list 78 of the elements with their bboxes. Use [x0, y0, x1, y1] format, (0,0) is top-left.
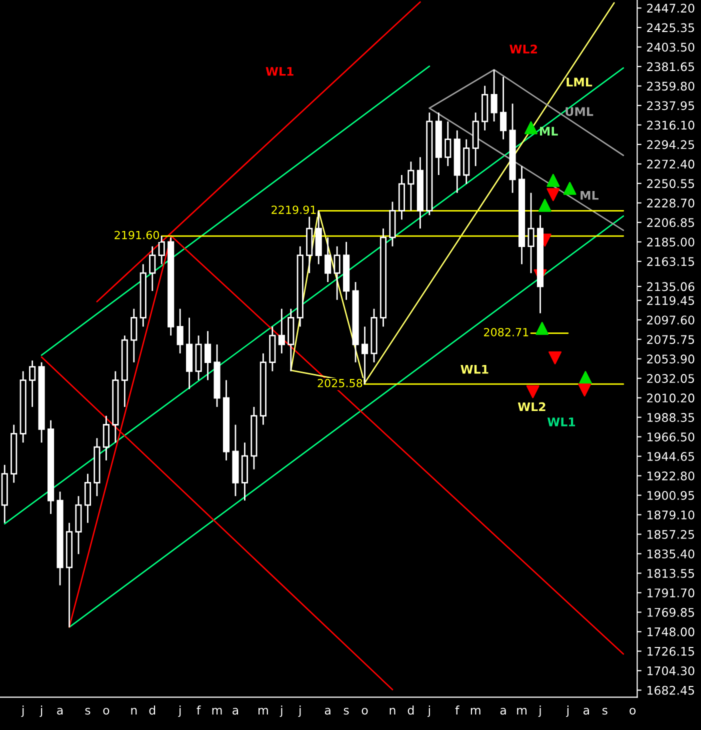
x-tick-label: s — [344, 708, 349, 715]
annotation: WL1 — [460, 364, 488, 374]
y-tick-label: 2163.15 — [647, 257, 694, 266]
y-tick-label: 2272.40 — [647, 160, 694, 169]
y-tick-label: 1966.50 — [648, 432, 694, 442]
y-tick-label: 2228.70 — [647, 198, 694, 208]
x-tick-label: n — [131, 708, 137, 714]
x-tick-label: a — [324, 708, 330, 715]
x-tick-label: m — [212, 708, 222, 714]
annotation: WL2 — [518, 402, 546, 412]
annotation: ML — [540, 126, 558, 136]
x-tick-label: o — [630, 708, 636, 715]
y-tick-label: 2075.75 — [647, 335, 694, 344]
y-tick-label: 2337.95 — [647, 101, 694, 110]
y-tick-label: 2403.50 — [647, 42, 694, 52]
x-tick-label: d — [408, 705, 414, 715]
y-tick-label: 1748.00 — [648, 627, 694, 636]
x-tick-label: j — [428, 705, 430, 717]
y-tick-label: 2447.20 — [647, 4, 694, 13]
y-tick-label: 1769.85 — [648, 608, 694, 617]
x-tick-label: a — [500, 708, 506, 715]
y-tick-label: 1704.30 — [648, 666, 694, 676]
y-tick-label: 2185.00 — [647, 238, 694, 247]
x-tick-label: m — [258, 708, 268, 714]
y-tick-label: 2119.45 — [647, 296, 694, 306]
y-tick-label: 1922.80 — [648, 471, 694, 480]
y-tick-label: 2206.85 — [647, 218, 694, 228]
y-tick-label: 2359.80 — [647, 82, 694, 91]
x-tick-label: o — [103, 708, 110, 715]
annotation: WL1 — [266, 67, 294, 76]
y-tick-label: 2135.06 — [647, 282, 694, 292]
x-tick-label: j — [280, 705, 282, 717]
y-tick-label: 1944.65 — [648, 452, 694, 461]
y-tick-label: 1900.95 — [648, 490, 694, 500]
x-tick-label: s — [602, 708, 608, 715]
annotation: LML — [566, 78, 592, 86]
y-tick-label: 1726.15 — [648, 646, 694, 656]
y-tick-label: 2316.10 — [647, 120, 694, 130]
annotation: ML — [580, 191, 598, 200]
annotation: 2219.91 — [272, 206, 316, 214]
x-tick-label: j — [178, 705, 181, 717]
y-tick-label: 1857.25 — [648, 530, 694, 539]
x-tick-label: j — [40, 705, 42, 717]
x-tick-label: f — [455, 705, 460, 714]
x-tick-label: a — [57, 708, 63, 715]
annotation: 2191.60 — [114, 230, 160, 240]
x-tick-label: j — [298, 705, 301, 717]
y-tick-label: 2010.20 — [647, 394, 694, 402]
y-tick-label: 2381.65 — [647, 62, 694, 72]
annotation: UML — [566, 107, 594, 116]
y-tick-label: 2425.35 — [647, 23, 694, 32]
x-tick-label: f — [196, 705, 201, 714]
y-tick-label: 1682.45 — [648, 686, 694, 695]
y-tick-label: 2097.60 — [647, 316, 694, 325]
annotation: WL1 — [547, 418, 576, 426]
y-tick-label: 2053.90 — [647, 354, 694, 364]
x-tick-label: n — [390, 708, 396, 714]
x-tick-label: j — [21, 705, 24, 717]
y-tick-label: 1879.10 — [648, 510, 694, 520]
x-tick-label: j — [538, 705, 541, 717]
x-tick-label: d — [149, 705, 156, 715]
annotation: 2025.58 — [318, 378, 362, 388]
y-tick-label: 1988.35 — [648, 413, 694, 422]
x-tick-label: j — [566, 705, 568, 717]
x-tick-label: m — [517, 708, 527, 714]
x-tick-label: s — [85, 708, 90, 715]
x-tick-label: a — [232, 708, 238, 715]
y-tick-label: 1791.70 — [648, 588, 694, 598]
y-tick-label: 2032.05 — [647, 374, 694, 383]
annotation: WL2 — [510, 44, 537, 54]
annotation: 2082.71 — [484, 328, 528, 336]
y-tick-label: 1835.40 — [648, 549, 694, 558]
y-tick-label: 2294.25 — [647, 140, 694, 150]
x-tick-label: a — [584, 708, 589, 715]
x-tick-label: m — [470, 708, 480, 714]
y-tick-label: 2250.55 — [647, 179, 694, 188]
x-tick-label: o — [362, 708, 368, 715]
y-tick-label: 1813.55 — [648, 568, 694, 578]
